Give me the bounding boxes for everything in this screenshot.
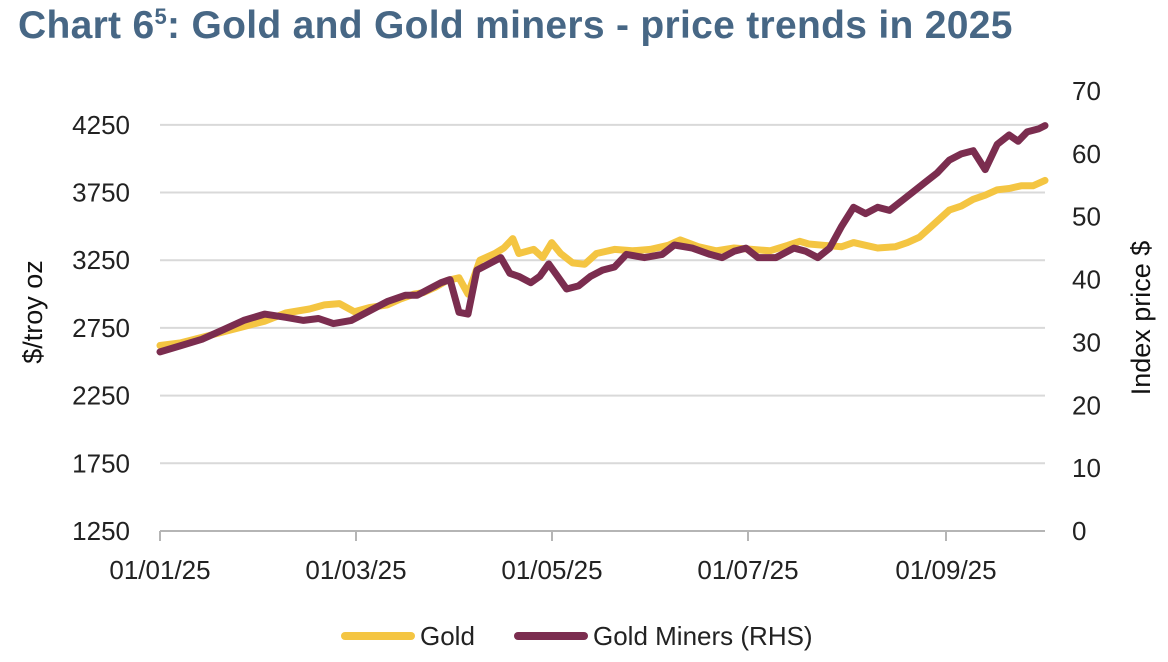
x-tick-label: 01/07/25: [697, 555, 798, 585]
gridlines: [160, 123, 1045, 532]
y-right-tick-label: 40: [1072, 265, 1101, 295]
y-left-tick-label: 2250: [72, 381, 130, 411]
y-right-tick-label: 60: [1072, 139, 1101, 169]
y-left-tick-label: 2750: [72, 313, 130, 343]
legend: Gold Gold Miners (RHS): [341, 621, 813, 651]
right-axis-ticks: 0 10 20 30 40 50 60 70: [1072, 76, 1101, 546]
x-axis-ticks: 01/01/25 01/03/25 01/05/25 01/07/25 01/09/25: [109, 531, 997, 585]
y-left-tick-label: 3250: [72, 245, 130, 275]
y-right-tick-label: 70: [1072, 76, 1101, 106]
gold-series-line: [156, 176, 1049, 349]
x-tick-label: 01/05/25: [501, 555, 602, 585]
y-right-tick-label: 10: [1072, 453, 1101, 483]
y-left-tick-label: 4250: [72, 110, 130, 140]
y-left-tick-label: 1250: [72, 516, 130, 546]
legend-label: Gold: [420, 621, 475, 651]
y-right-tick-label: 20: [1072, 390, 1101, 420]
y-axis-left-title: $/troy oz: [18, 260, 48, 364]
x-tick-label: 01/01/25: [109, 555, 210, 585]
y-left-tick-label: 1750: [72, 448, 130, 478]
legend-label: Gold Miners (RHS): [593, 621, 813, 651]
y-right-tick-label: 0: [1072, 516, 1086, 546]
gold-miners-series-line: [156, 122, 1049, 356]
series-lines: [156, 122, 1049, 356]
chart-title: Chart 65: Gold and Gold miners - price t…: [18, 4, 1013, 47]
x-tick-label: 01/03/25: [305, 555, 406, 585]
y-left-tick-label: 3750: [72, 178, 130, 208]
y-axis-right-title: Index price $: [1126, 241, 1156, 396]
y-right-tick-label: 30: [1072, 327, 1101, 357]
left-axis-ticks: 1250 1750 2250 2750 3250 3750 4250: [72, 110, 130, 546]
x-tick-label: 01/09/25: [895, 555, 996, 585]
y-right-tick-label: 50: [1072, 202, 1101, 232]
